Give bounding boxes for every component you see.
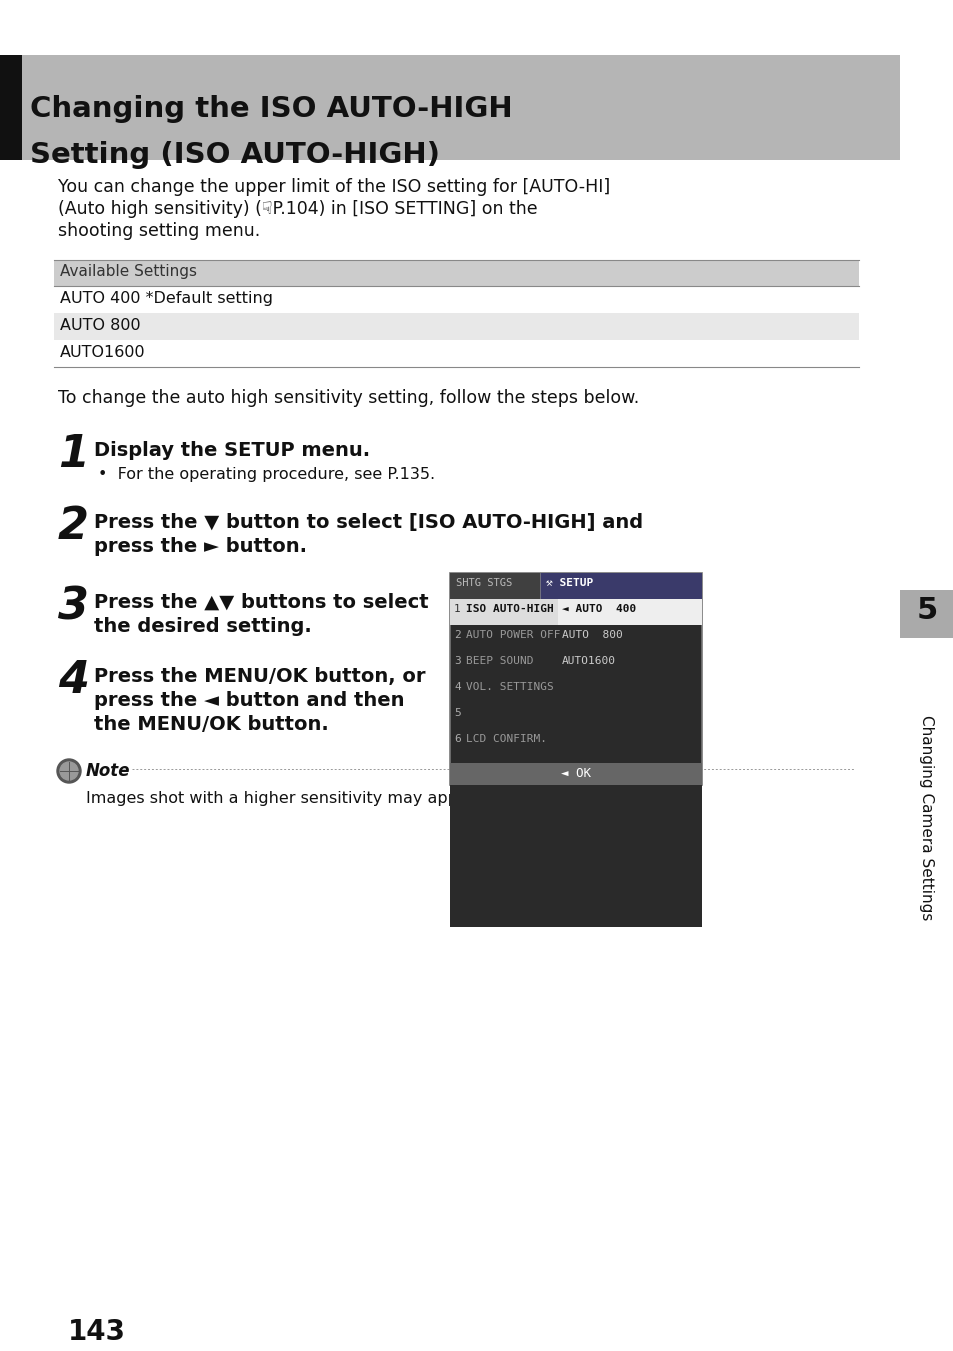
Text: press the ► button.: press the ► button.	[94, 536, 307, 557]
Text: AUTO 400 *Default setting: AUTO 400 *Default setting	[60, 290, 273, 305]
Text: 5: 5	[916, 596, 937, 626]
Text: AUTO POWER OFF: AUTO POWER OFF	[465, 630, 560, 640]
Bar	[558, 598, 701, 626]
Text: shooting setting menu.: shooting setting menu.	[58, 222, 260, 240]
Text: Images shot with a higher sensitivity may appear grainy.: Images shot with a higher sensitivity ma…	[86, 790, 543, 807]
Text: ◄ OK: ◄ OK	[560, 767, 590, 780]
Bar	[54, 286, 858, 313]
Text: 3: 3	[58, 585, 89, 628]
Text: AUTO 800: AUTO 800	[60, 317, 140, 332]
Circle shape	[57, 759, 81, 784]
Bar	[450, 763, 701, 785]
Text: VOL. SETTINGS: VOL. SETTINGS	[465, 682, 553, 692]
Bar	[450, 573, 701, 785]
Text: Press the MENU/OK button, or: Press the MENU/OK button, or	[94, 667, 425, 686]
Text: You can change the upper limit of the ISO setting for [AUTO-HI]: You can change the upper limit of the IS…	[58, 178, 610, 196]
Bar	[450, 598, 558, 626]
Bar	[450, 763, 701, 927]
Text: 6: 6	[454, 734, 460, 744]
Text: 5: 5	[454, 708, 460, 717]
Text: (Auto high sensitivity) (☟P.104) in [ISO SETTING] on the: (Auto high sensitivity) (☟P.104) in [ISO…	[58, 200, 537, 218]
Text: ◄ AUTO  400: ◄ AUTO 400	[561, 604, 636, 613]
Bar	[539, 573, 701, 598]
Bar	[54, 259, 858, 286]
Text: the MENU/OK button.: the MENU/OK button.	[94, 715, 329, 734]
Text: To change the auto high sensitivity setting, follow the steps below.: To change the auto high sensitivity sett…	[58, 389, 639, 407]
Text: ISO AUTO-HIGH: ISO AUTO-HIGH	[465, 604, 553, 613]
Text: AUTO  800: AUTO 800	[561, 630, 622, 640]
Bar	[0, 55, 22, 159]
Text: 2: 2	[58, 505, 89, 549]
Text: Press the ▼ button to select [ISO AUTO-HIGH] and: Press the ▼ button to select [ISO AUTO-H…	[94, 513, 642, 532]
Text: 1: 1	[454, 604, 460, 613]
Text: •  For the operating procedure, see P.135.: • For the operating procedure, see P.135…	[98, 467, 435, 482]
Text: 143: 143	[68, 1319, 126, 1346]
Text: SHTG STGS: SHTG STGS	[456, 578, 512, 588]
Text: Changing Camera Settings: Changing Camera Settings	[919, 715, 934, 920]
Text: Note: Note	[86, 762, 131, 780]
Text: BEEP SOUND: BEEP SOUND	[465, 657, 533, 666]
Text: Setting (ISO AUTO-HIGH): Setting (ISO AUTO-HIGH)	[30, 141, 439, 169]
Text: ⚒ SETUP: ⚒ SETUP	[545, 578, 593, 588]
Text: LCD CONFIRM.: LCD CONFIRM.	[465, 734, 546, 744]
Bar	[54, 313, 858, 340]
Text: AUTO1600: AUTO1600	[60, 345, 146, 359]
Circle shape	[60, 762, 78, 780]
Text: press the ◄ button and then: press the ◄ button and then	[94, 690, 404, 711]
Bar	[54, 340, 858, 367]
Bar	[899, 590, 953, 638]
Text: AUTO1600: AUTO1600	[561, 657, 616, 666]
Bar	[450, 573, 701, 598]
Text: 3: 3	[454, 657, 460, 666]
Text: 4: 4	[454, 682, 460, 692]
Bar	[0, 55, 899, 159]
Text: 4: 4	[58, 659, 89, 703]
Text: Display the SETUP menu.: Display the SETUP menu.	[94, 440, 370, 459]
Text: Available Settings: Available Settings	[60, 263, 196, 280]
Text: 1: 1	[58, 434, 89, 476]
Text: Changing the ISO AUTO-HIGH: Changing the ISO AUTO-HIGH	[30, 95, 512, 123]
Text: the desired setting.: the desired setting.	[94, 617, 312, 636]
Text: 2: 2	[454, 630, 460, 640]
Text: Press the ▲▼ buttons to select: Press the ▲▼ buttons to select	[94, 593, 428, 612]
